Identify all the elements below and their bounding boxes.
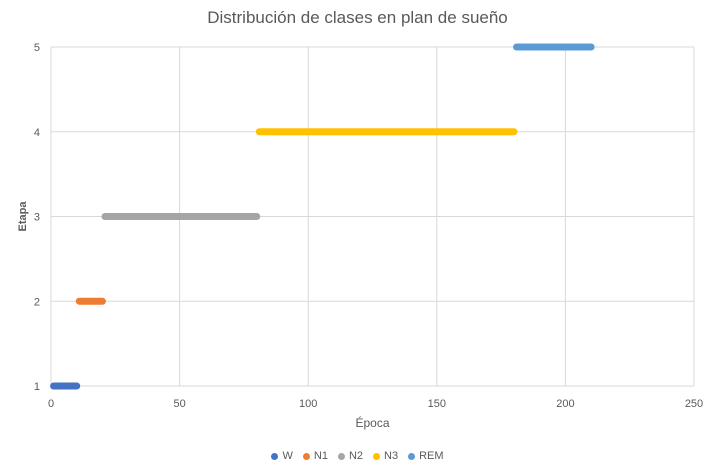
legend-item-n1: N1 — [302, 450, 328, 462]
legend-swatch — [408, 452, 416, 460]
x-tick-label: 50 — [173, 398, 185, 410]
chart-title: Distribución de clases en plan de sueño — [207, 8, 508, 27]
y-tick-label: 3 — [34, 212, 40, 224]
y-tick-label: 2 — [34, 296, 40, 308]
chart-plot: 0 50 100 150 200 250 1 2 3 4 5 Época Etapa — [17, 42, 703, 430]
x-tick-label: 250 — [685, 398, 703, 410]
legend-label: W — [282, 450, 293, 462]
y-axis-label: Etapa — [17, 201, 29, 232]
legend-swatch — [337, 452, 345, 460]
y-tick-label: 1 — [34, 381, 40, 393]
legend-swatch — [302, 452, 310, 460]
x-tick-label: 150 — [428, 398, 446, 410]
x-axis-label: Época — [355, 415, 389, 430]
legend-swatch — [373, 452, 380, 460]
x-tick-label: 100 — [299, 398, 317, 410]
legend-label: N2 — [348, 450, 363, 462]
legend-item-n2: N2 — [337, 450, 363, 462]
legend-label: N1 — [313, 450, 328, 462]
legend: W N1 N2 N3 REM — [0, 450, 715, 462]
series-layer — [50, 43, 595, 390]
legend-item-rem: REM — [408, 450, 444, 462]
y-tick-label: 5 — [34, 42, 40, 54]
x-tick-label: 0 — [48, 398, 54, 410]
y-tick-label: 4 — [34, 127, 40, 139]
legend-swatch — [271, 452, 279, 460]
legend-label: N3 — [384, 450, 399, 462]
legend-item-w: W — [271, 450, 293, 462]
tick-layer: 0 50 100 150 200 250 1 2 3 4 5 — [34, 42, 703, 410]
x-tick-label: 200 — [556, 398, 574, 410]
legend-label: REM — [419, 450, 444, 462]
legend-item-n3: N3 — [373, 450, 398, 462]
